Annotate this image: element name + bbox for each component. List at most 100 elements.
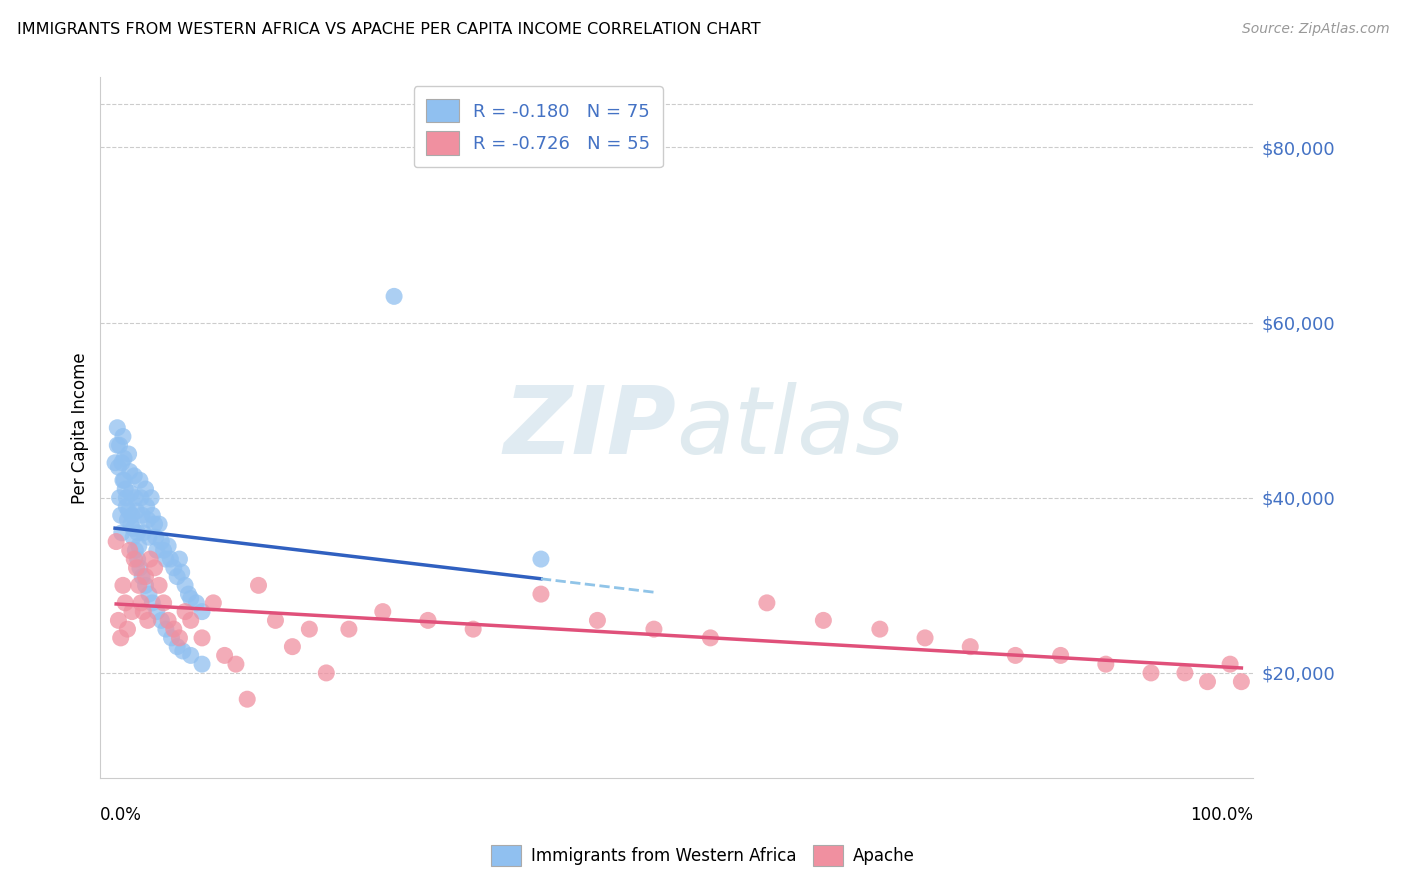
- Point: [180, 613, 202, 627]
- Point: [128, 561, 150, 575]
- Point: [264, 613, 287, 627]
- Text: atlas: atlas: [676, 383, 905, 474]
- Point: [155, 622, 177, 636]
- Point: [128, 578, 150, 592]
- Point: [108, 438, 131, 452]
- Point: [131, 569, 153, 583]
- Point: [1094, 657, 1116, 672]
- Point: [148, 517, 170, 532]
- Point: [118, 465, 141, 479]
- Y-axis label: Per Capita Income: Per Capita Income: [72, 352, 89, 504]
- Point: [108, 491, 131, 505]
- Point: [124, 491, 146, 505]
- Point: [120, 486, 142, 500]
- Point: [172, 644, 194, 658]
- Point: [315, 665, 337, 680]
- Point: [125, 561, 148, 575]
- Point: [160, 631, 183, 645]
- Point: [1140, 665, 1163, 680]
- Point: [186, 596, 208, 610]
- Point: [117, 504, 139, 518]
- Point: [105, 421, 128, 435]
- Point: [115, 491, 138, 505]
- Point: [163, 561, 186, 575]
- Point: [143, 561, 166, 575]
- Point: [699, 631, 721, 645]
- Point: [138, 530, 160, 544]
- Point: [135, 500, 157, 514]
- Point: [129, 596, 152, 610]
- Point: [1197, 674, 1219, 689]
- Point: [959, 640, 981, 654]
- Point: [755, 596, 778, 610]
- Text: Source: ZipAtlas.com: Source: ZipAtlas.com: [1241, 22, 1389, 37]
- Point: [869, 622, 891, 636]
- Point: [281, 640, 304, 654]
- Point: [146, 605, 169, 619]
- Point: [146, 543, 169, 558]
- Point: [136, 613, 159, 627]
- Point: [191, 631, 214, 645]
- Text: 0.0%: 0.0%: [100, 806, 142, 824]
- Point: [1049, 648, 1071, 663]
- Point: [127, 525, 149, 540]
- Point: [191, 657, 214, 672]
- Point: [111, 429, 134, 443]
- Point: [141, 508, 163, 523]
- Point: [813, 613, 835, 627]
- Point: [128, 539, 150, 553]
- Point: [112, 451, 135, 466]
- Point: [118, 543, 141, 558]
- Point: [125, 504, 148, 518]
- Point: [247, 578, 270, 592]
- Point: [122, 469, 145, 483]
- Point: [180, 648, 202, 663]
- Point: [643, 622, 665, 636]
- Point: [157, 539, 180, 553]
- Point: [152, 596, 174, 610]
- Point: [104, 456, 127, 470]
- Legend: R = -0.180   N = 75, R = -0.726   N = 55: R = -0.180 N = 75, R = -0.726 N = 55: [413, 87, 662, 167]
- Point: [124, 543, 146, 558]
- Point: [141, 596, 163, 610]
- Point: [122, 552, 145, 566]
- Point: [110, 508, 132, 523]
- Point: [145, 530, 167, 544]
- Point: [132, 525, 155, 540]
- Point: [155, 552, 177, 566]
- Point: [169, 631, 191, 645]
- Point: [174, 578, 197, 592]
- Point: [169, 552, 191, 566]
- Point: [174, 605, 197, 619]
- Point: [112, 473, 135, 487]
- Point: [117, 447, 139, 461]
- Point: [135, 569, 157, 583]
- Point: [1219, 657, 1241, 672]
- Text: 100.0%: 100.0%: [1189, 806, 1253, 824]
- Point: [115, 500, 138, 514]
- Point: [530, 552, 553, 566]
- Point: [463, 622, 485, 636]
- Point: [131, 508, 153, 523]
- Point: [191, 605, 214, 619]
- Point: [177, 587, 200, 601]
- Point: [163, 622, 186, 636]
- Point: [136, 513, 159, 527]
- Point: [236, 692, 259, 706]
- Point: [170, 565, 193, 579]
- Point: [132, 605, 155, 619]
- Legend: Immigrants from Western Africa, Apache: Immigrants from Western Africa, Apache: [484, 838, 922, 873]
- Point: [107, 460, 129, 475]
- Point: [180, 591, 202, 606]
- Text: IMMIGRANTS FROM WESTERN AFRICA VS APACHE PER CAPITA INCOME CORRELATION CHART: IMMIGRANTS FROM WESTERN AFRICA VS APACHE…: [17, 22, 761, 37]
- Point: [105, 438, 128, 452]
- Point: [117, 513, 139, 527]
- Point: [111, 456, 134, 470]
- Point: [337, 622, 360, 636]
- Point: [111, 473, 134, 487]
- Point: [121, 508, 143, 523]
- Point: [129, 491, 152, 505]
- Point: [122, 530, 145, 544]
- Point: [1230, 674, 1253, 689]
- Point: [135, 482, 157, 496]
